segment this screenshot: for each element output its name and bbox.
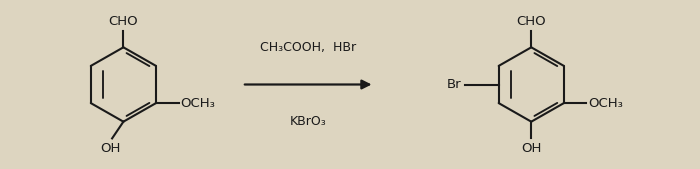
Text: CHO: CHO xyxy=(108,15,138,28)
Text: OH: OH xyxy=(100,142,120,155)
Text: CH₃COOH,  HBr: CH₃COOH, HBr xyxy=(260,41,356,54)
Text: KBrO₃: KBrO₃ xyxy=(290,115,326,128)
Text: OH: OH xyxy=(521,142,542,155)
Text: OCH₃: OCH₃ xyxy=(589,97,623,110)
Text: Br: Br xyxy=(447,78,461,91)
Text: OCH₃: OCH₃ xyxy=(181,97,216,110)
Text: CHO: CHO xyxy=(517,15,546,28)
